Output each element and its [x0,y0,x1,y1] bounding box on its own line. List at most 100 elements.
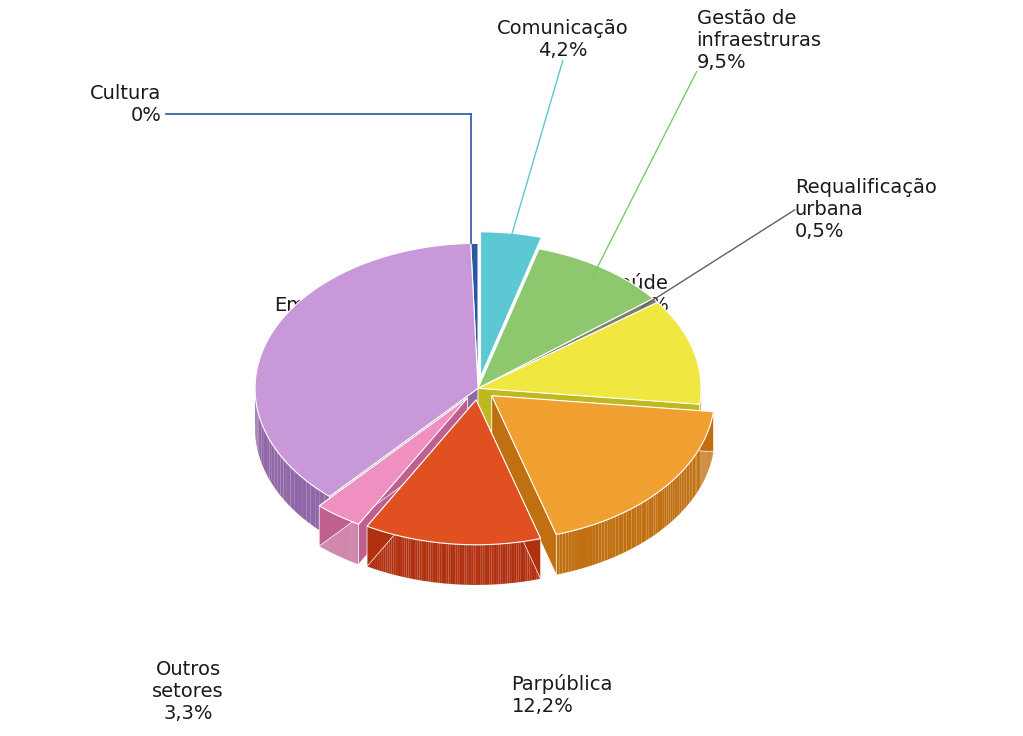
Polygon shape [272,444,274,488]
Polygon shape [521,542,523,582]
Polygon shape [505,543,507,584]
Polygon shape [476,400,540,578]
Polygon shape [481,232,541,377]
Polygon shape [693,457,694,499]
Polygon shape [406,537,408,578]
Polygon shape [442,543,444,584]
Polygon shape [528,540,530,581]
Polygon shape [613,516,616,558]
Polygon shape [590,525,593,566]
Polygon shape [684,467,686,509]
Polygon shape [487,545,489,584]
Polygon shape [608,519,610,560]
Polygon shape [375,529,377,570]
Polygon shape [384,531,386,573]
Polygon shape [471,244,478,389]
Polygon shape [575,529,578,570]
Polygon shape [396,535,398,576]
Polygon shape [462,545,464,584]
Polygon shape [676,475,678,517]
Polygon shape [259,414,260,459]
Polygon shape [492,396,713,452]
Polygon shape [674,478,676,519]
Polygon shape [605,520,608,561]
Text: Parpública
12,2%: Parpública 12,2% [512,673,613,715]
Polygon shape [489,545,492,584]
Polygon shape [666,484,668,526]
Polygon shape [560,533,563,574]
Polygon shape [678,474,679,516]
Polygon shape [503,544,505,584]
Polygon shape [388,533,390,573]
Polygon shape [255,244,478,497]
Polygon shape [419,540,421,581]
Polygon shape [424,541,427,581]
Polygon shape [369,527,371,567]
Polygon shape [595,523,598,564]
Polygon shape [699,447,701,489]
Polygon shape [367,400,540,545]
Polygon shape [683,468,684,510]
Polygon shape [498,544,500,584]
Text: Comunicação
4,2%: Comunicação 4,2% [497,19,629,60]
Polygon shape [492,396,557,575]
Polygon shape [435,542,437,583]
Text: Requalificação
urbana
0,5%: Requalificação urbana 0,5% [795,178,937,241]
Polygon shape [656,492,658,534]
Polygon shape [469,545,472,585]
Polygon shape [377,530,380,570]
Polygon shape [624,512,626,553]
Text: Transportes
17,7%: Transportes 17,7% [554,386,669,427]
Polygon shape [530,540,532,581]
Polygon shape [302,478,306,521]
Polygon shape [681,470,683,512]
Polygon shape [593,524,595,565]
Polygon shape [319,397,468,524]
Polygon shape [668,483,670,524]
Polygon shape [329,389,478,537]
Polygon shape [421,540,424,581]
Polygon shape [636,504,639,546]
Polygon shape [672,479,674,521]
Polygon shape [496,544,498,584]
Polygon shape [572,530,575,571]
Polygon shape [274,447,277,492]
Polygon shape [404,537,406,578]
Polygon shape [283,459,286,503]
Polygon shape [427,541,429,581]
Polygon shape [639,503,641,545]
Polygon shape [429,542,431,582]
Polygon shape [631,507,634,549]
Text: Saúde
11,3%: Saúde 11,3% [608,274,669,315]
Polygon shape [451,544,453,584]
Polygon shape [532,539,534,580]
Text: Empresas
públicas
financeiras
36,1%: Empresas públicas financeiras 36,1% [268,296,375,382]
Polygon shape [598,522,602,563]
Polygon shape [295,470,298,514]
Polygon shape [500,544,503,584]
Polygon shape [411,539,413,579]
Polygon shape [400,536,402,577]
Polygon shape [478,389,700,445]
Polygon shape [306,481,311,524]
Polygon shape [538,539,540,579]
Text: Gestão de
infraestruras
9,5%: Gestão de infraestruras 9,5% [697,9,821,71]
Polygon shape [581,528,584,569]
Polygon shape [686,464,688,506]
Polygon shape [262,422,263,467]
Polygon shape [616,515,618,556]
Polygon shape [459,545,462,584]
Polygon shape [373,528,375,569]
Polygon shape [390,534,392,574]
Polygon shape [519,542,521,582]
Polygon shape [697,451,698,493]
Polygon shape [517,542,519,582]
Polygon shape [437,542,440,583]
Polygon shape [688,463,690,505]
Polygon shape [523,541,525,581]
Polygon shape [474,545,476,585]
Polygon shape [690,461,692,503]
Polygon shape [277,451,280,495]
Polygon shape [536,539,538,579]
Polygon shape [394,534,396,576]
